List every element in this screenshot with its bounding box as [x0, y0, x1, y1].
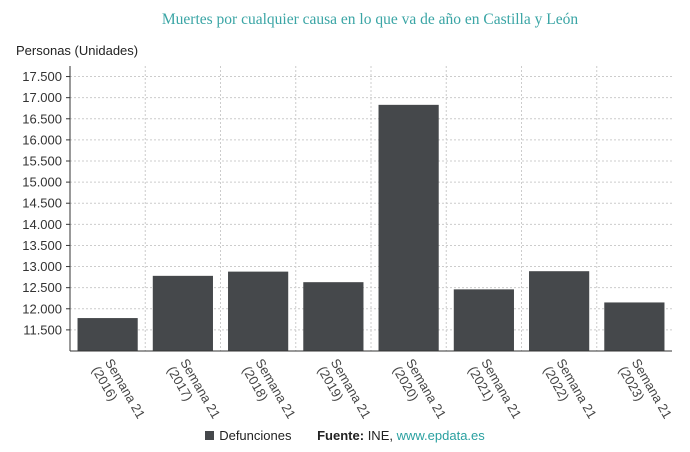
x-tick-label: Semana 21(2018): [240, 356, 299, 428]
source-label: Fuente:: [317, 428, 365, 443]
legend: Defunciones Fuente: INE, www.epdata.es: [0, 428, 690, 443]
y-tick-labels: 11.500 12.000 12.500 13.000 13.500 14.000 14.5…: [22, 69, 62, 337]
chart: Muertes por cualquier causa en lo que va…: [16, 11, 675, 428]
bar[interactable]: [152, 275, 213, 351]
y-tick-label: 13.000: [22, 259, 62, 274]
chart-title: Muertes por cualquier causa en lo que va…: [162, 11, 578, 28]
bar[interactable]: [529, 271, 590, 351]
y-axis-label: Personas (Unidades): [16, 43, 138, 58]
y-tick-label: 11.500: [23, 322, 62, 337]
y-tick-label: 14.000: [22, 217, 62, 232]
legend-swatch: [205, 431, 215, 440]
bar[interactable]: [378, 104, 439, 351]
grid: [70, 66, 672, 351]
y-tick-label: 15.500: [22, 154, 62, 169]
source-text: INE,: [367, 428, 393, 443]
x-tick-label: Semana 21(2022): [541, 356, 600, 428]
x-tick-label: Semana 21(2020): [390, 356, 449, 428]
bar[interactable]: [453, 289, 514, 351]
y-tick-label: 12.000: [22, 301, 62, 316]
source-link[interactable]: www.epdata.es: [396, 428, 485, 443]
y-tick-label: 12.500: [22, 280, 62, 295]
y-tick-label: 16.000: [22, 132, 62, 147]
x-tick-label: Semana 21(2021): [465, 356, 524, 428]
x-tick-label: Semana 21(2023): [616, 356, 675, 428]
axes: [66, 66, 672, 352]
y-tick-label: 15.000: [22, 175, 62, 190]
bar[interactable]: [604, 302, 665, 351]
y-tick-label: 16.500: [22, 111, 62, 126]
x-tick-labels: Semana 21(2016) Semana 21(2017) Semana 21(…: [89, 356, 675, 428]
x-tick-label: Semana 21(2017): [164, 356, 223, 428]
y-tick-label: 17.000: [22, 90, 62, 105]
y-tick-label: 13.500: [22, 238, 62, 253]
x-tick-label: Semana 21(2016): [89, 356, 148, 428]
y-tick-label: 17.500: [22, 69, 62, 84]
y-tick-label: 14.500: [22, 196, 62, 211]
bars: [77, 104, 665, 351]
legend-series-label: Defunciones: [219, 428, 292, 443]
bar[interactable]: [303, 282, 364, 351]
bar[interactable]: [228, 271, 289, 351]
x-tick-label: Semana 21(2019): [315, 356, 374, 428]
bar[interactable]: [77, 318, 138, 351]
